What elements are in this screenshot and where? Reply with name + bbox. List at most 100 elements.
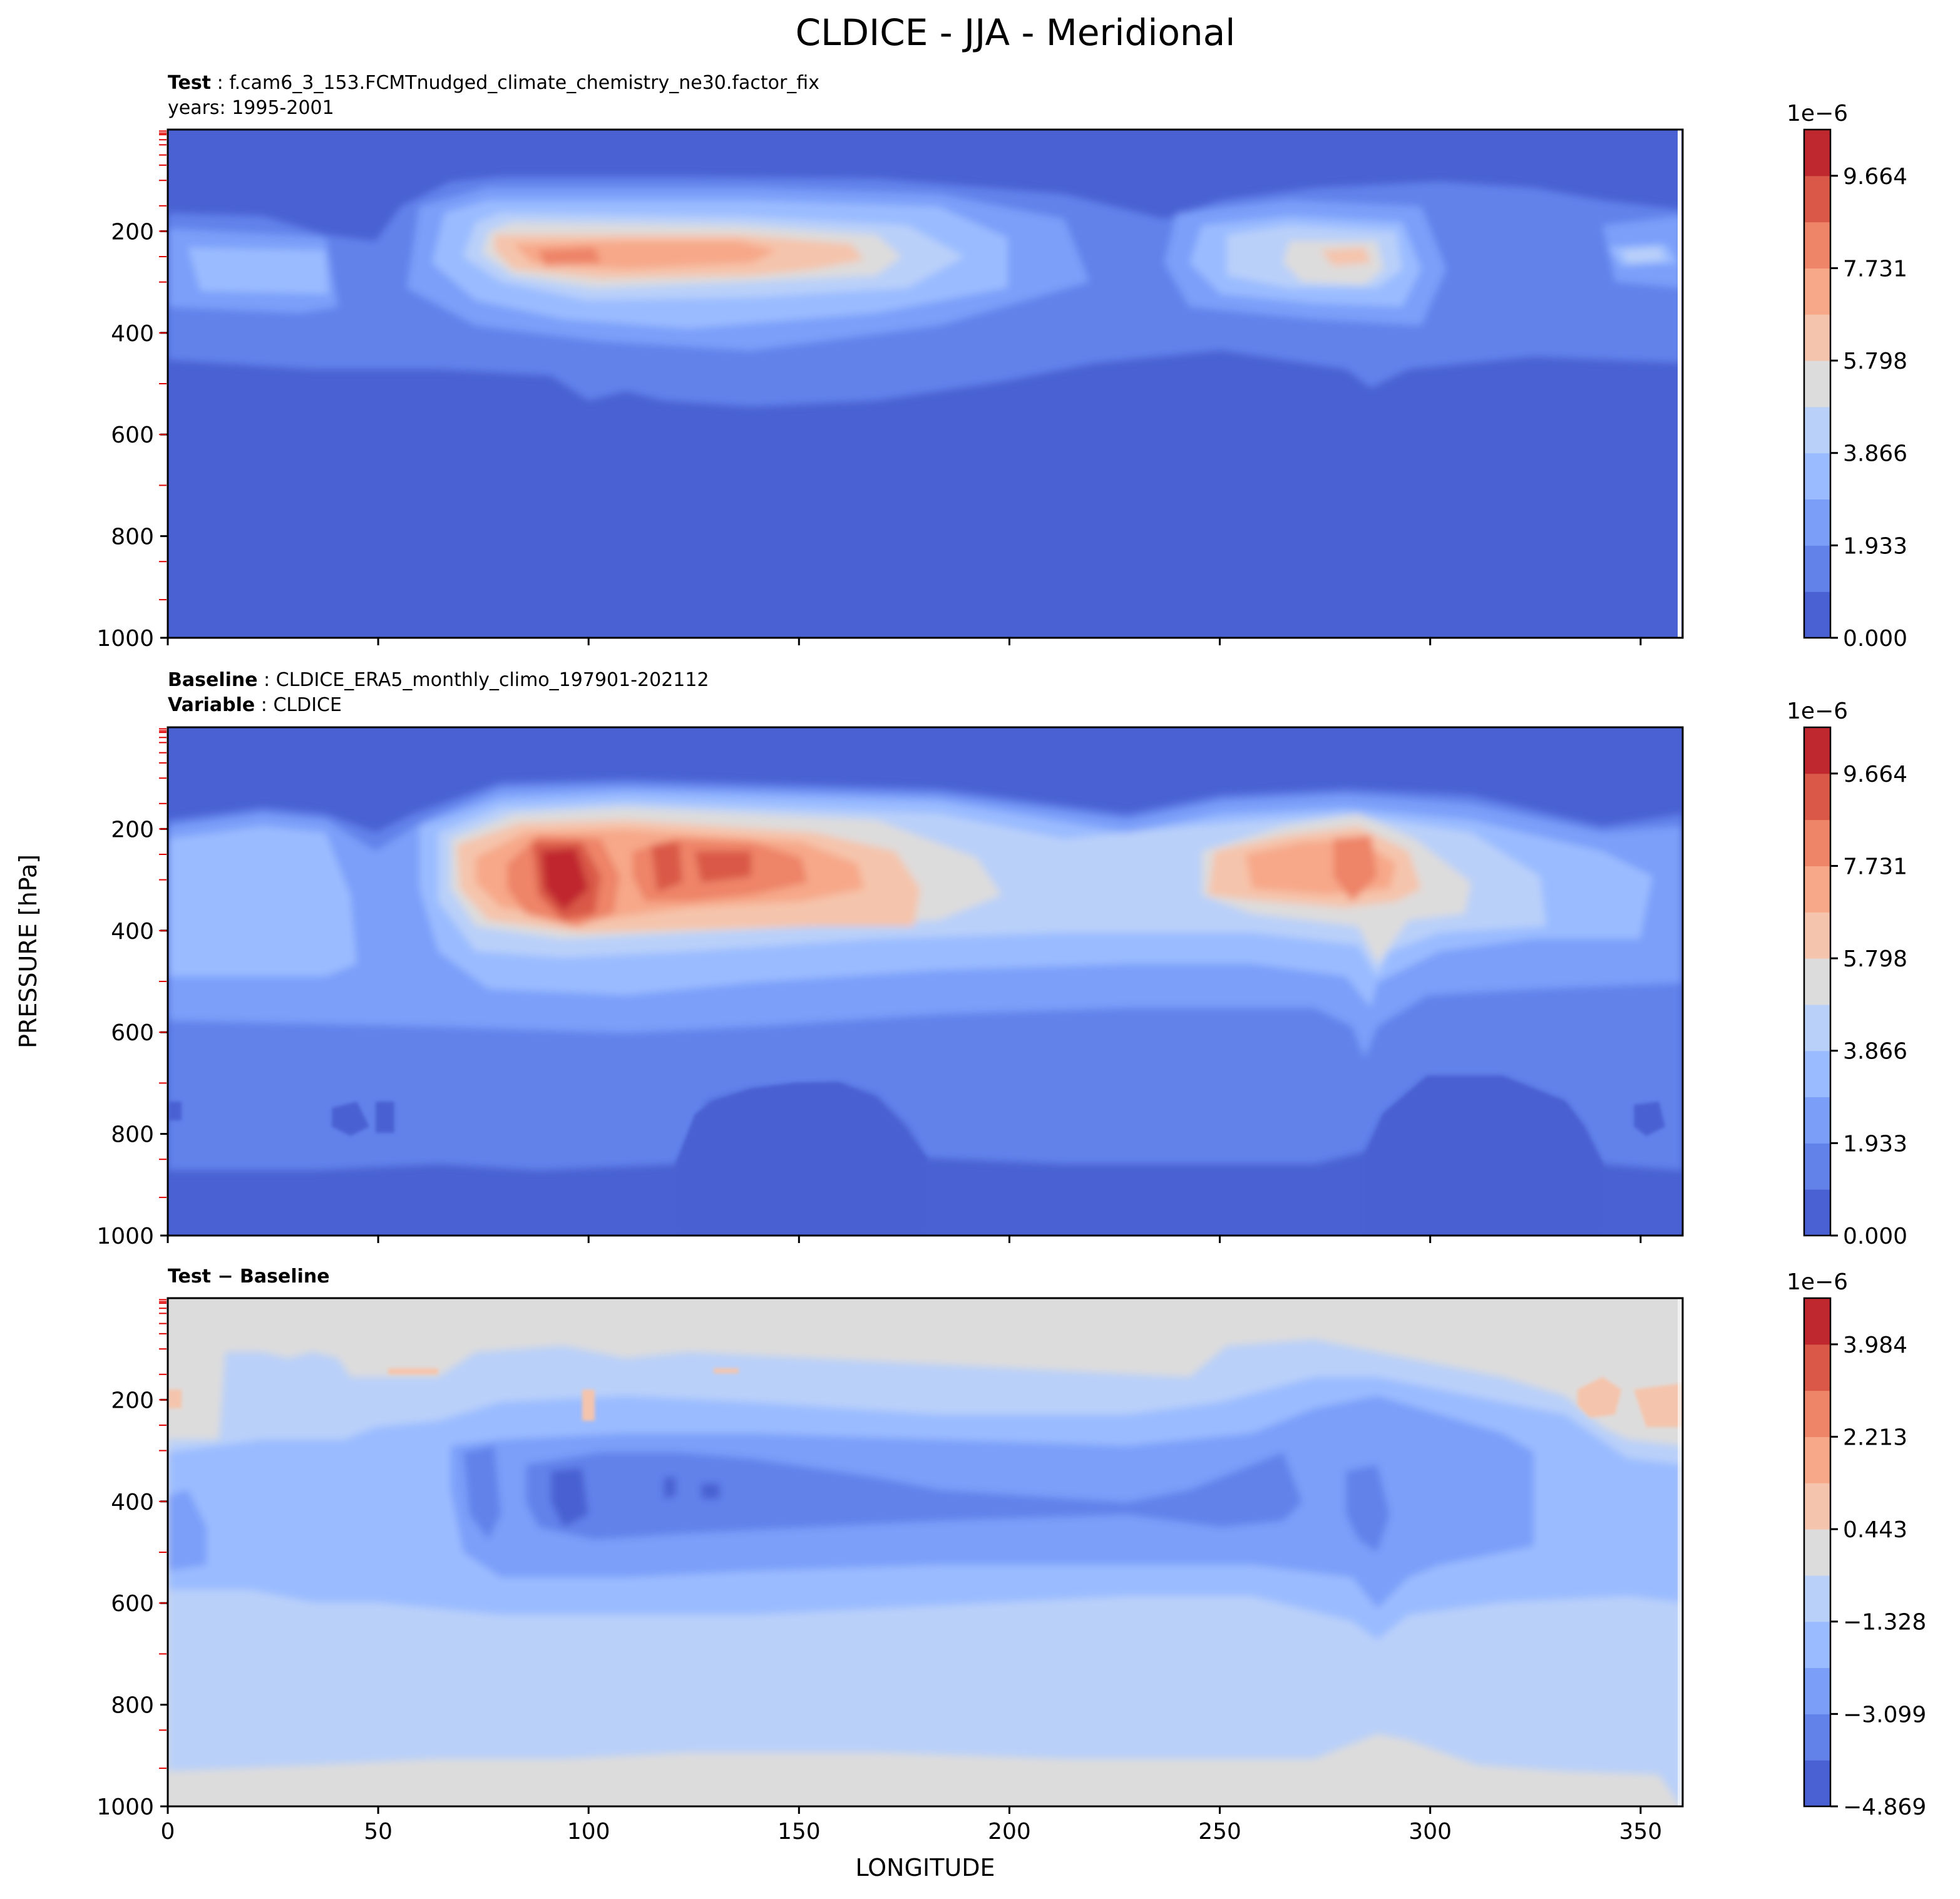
x-tick-label: 0: [161, 1819, 175, 1845]
colorbar-exponent: 1e−6: [1787, 1269, 1848, 1295]
y-tick-label: 400: [111, 1490, 154, 1515]
colorbar-tick-label: −1.328: [1843, 1610, 1926, 1635]
colorbar-segment: [1804, 406, 1830, 454]
panel-baseline-y-ticks: 200 400 600 800 1000: [96, 817, 168, 1249]
colorbar-tick-label: 7.731: [1843, 256, 1907, 282]
colorbar-frame: [1803, 128, 1832, 639]
y-tick-label: 1000: [96, 1794, 154, 1820]
panel-baseline-variable-value: CLDICE: [273, 694, 342, 716]
figure-title: CLDICE - JJA - Meridional: [796, 11, 1236, 54]
panel-baseline-header: Baseline : CLDICE_ERA5_monthly_climo_197…: [168, 669, 709, 691]
colorbar-segment: [1804, 222, 1830, 269]
y-tick-label: 200: [111, 1388, 154, 1413]
colorbar-tick-label: 3.866: [1843, 441, 1907, 467]
colorbar-segment: [1804, 958, 1830, 1005]
colorbar-segment: [1804, 912, 1830, 959]
colorbar-tick-label: 0.000: [1843, 1224, 1907, 1249]
x-tick-label: 150: [777, 1819, 821, 1845]
colorbar-tick-label: 0.000: [1843, 626, 1907, 652]
colorbar-segment: [1804, 130, 1830, 177]
x-tick-label: 200: [988, 1819, 1031, 1845]
y-tick-label: 200: [111, 817, 154, 842]
colorbar-tick-label: −4.869: [1843, 1794, 1926, 1820]
x-tick-label: 300: [1408, 1819, 1452, 1845]
colorbar-frame: [1803, 726, 1832, 1237]
x-tick-label: 250: [1198, 1819, 1241, 1845]
y-tick-label: 600: [111, 1591, 154, 1617]
panel-difference-colorbar: −4.869 −3.099 −1.328 0.443 2.213 3.984 1e−6: [1787, 1269, 1926, 1820]
panel-difference-level-markers: [159, 1299, 167, 1769]
panel-difference: Test − Baseline: [96, 1266, 1926, 1845]
panel-test-frame: [167, 128, 1684, 639]
colorbar-segment: [1804, 175, 1830, 223]
y-tick-label: 600: [111, 1020, 154, 1046]
x-tick-label: 350: [1619, 1819, 1662, 1845]
colorbar-segment: [1804, 1714, 1830, 1761]
colorbar-exponent: 1e−6: [1787, 699, 1848, 724]
panel-difference-field: [168, 1298, 1683, 1806]
panel-test-level-markers: [159, 130, 167, 601]
panel-test: Test : f.cam6_3_153.FCMTnudged_climate_c…: [96, 72, 1907, 652]
colorbar-segment: [1804, 314, 1830, 361]
x-axis-label: LONGITUDE: [855, 1854, 995, 1881]
colorbar-segment: [1804, 727, 1830, 774]
colorbar-segment: [1804, 268, 1830, 315]
colorbar-tick-label: 9.664: [1843, 164, 1907, 190]
y-tick-label: 800: [111, 1122, 154, 1148]
panel-baseline-colorbar: 0.000 1.933 3.866 5.798 7.731 9.664 1e−6: [1787, 699, 1907, 1249]
panel-difference-x-ticks: 0 50 100 150 200 250 300 350: [161, 1806, 1662, 1845]
y-tick-label: 800: [111, 525, 154, 550]
colorbar-segment: [1804, 1529, 1830, 1576]
panel-test-header: Test : f.cam6_3_153.FCMTnudged_climate_c…: [168, 72, 819, 94]
colorbar-tick-label: 3.866: [1843, 1039, 1907, 1065]
colorbar-tick-label: 2.213: [1843, 1425, 1907, 1450]
panel-baseline-x-ticks: [167, 1236, 1642, 1243]
colorbar-segment: [1804, 819, 1830, 866]
y-axis-label: PRESSURE [hPa]: [14, 854, 42, 1048]
colorbar-tick-label: 5.798: [1843, 349, 1907, 374]
colorbar-segment: [1804, 499, 1830, 546]
panel-baseline-header-case: CLDICE_ERA5_monthly_climo_197901-202112: [276, 669, 709, 691]
y-tick-label: 800: [111, 1693, 154, 1719]
colorbar-segment: [1804, 1390, 1830, 1437]
panel-baseline: Baseline : CLDICE_ERA5_monthly_climo_197…: [96, 669, 1907, 1249]
panel-test-colorbar: 0.000 1.933 3.866 5.798 7.731 9.664 1e−6: [1787, 101, 1907, 652]
panel-test-field: [168, 130, 1683, 638]
y-tick-label: 400: [111, 919, 154, 944]
colorbar-tick-label: 7.731: [1843, 854, 1907, 879]
panel-baseline-header-label: Baseline: [168, 669, 258, 691]
colorbar-segment: [1804, 1097, 1830, 1144]
panel-difference-header: Test − Baseline: [168, 1266, 330, 1287]
panel-baseline-level-markers: [159, 728, 167, 1199]
panel-baseline-variable-label: Variable: [168, 694, 255, 716]
panel-difference-frame: [167, 1297, 1684, 1808]
colorbar-segment: [1804, 1143, 1830, 1190]
colorbar-segment: [1804, 773, 1830, 821]
y-tick-label: 400: [111, 321, 154, 347]
colorbar-segment: [1804, 866, 1830, 913]
colorbar-tick-label: 9.664: [1843, 762, 1907, 787]
colorbar-segment: [1804, 1621, 1830, 1669]
colorbar-segment: [1804, 1004, 1830, 1052]
colorbar-segment: [1804, 1667, 1830, 1714]
colorbar-tick-label: 0.443: [1843, 1517, 1907, 1543]
y-tick-label: 200: [111, 219, 154, 245]
colorbar-frame: [1803, 1297, 1832, 1808]
panel-baseline-field: [168, 727, 1683, 1236]
panel-baseline-variable: Variable : CLDICE: [168, 694, 342, 716]
colorbar-segment: [1804, 361, 1830, 407]
x-tick-label: 50: [364, 1819, 393, 1845]
panel-test-header-label: Test: [168, 72, 211, 94]
colorbar-segment: [1804, 591, 1830, 638]
colorbar-segment: [1804, 1050, 1830, 1098]
y-tick-label: 600: [111, 422, 154, 448]
x-tick-label: 100: [567, 1819, 610, 1845]
colorbar-segment: [1804, 1483, 1830, 1530]
colorbar-tick-label: 1.933: [1843, 1131, 1907, 1157]
colorbar-tick-label: 3.984: [1843, 1333, 1907, 1358]
colorbar-exponent: 1e−6: [1787, 101, 1848, 126]
colorbar-segment: [1804, 1575, 1830, 1622]
colorbar-tick-label: 1.933: [1843, 533, 1907, 559]
panel-test-header-case: f.cam6_3_153.FCMTnudged_climate_chemistr…: [229, 72, 819, 94]
